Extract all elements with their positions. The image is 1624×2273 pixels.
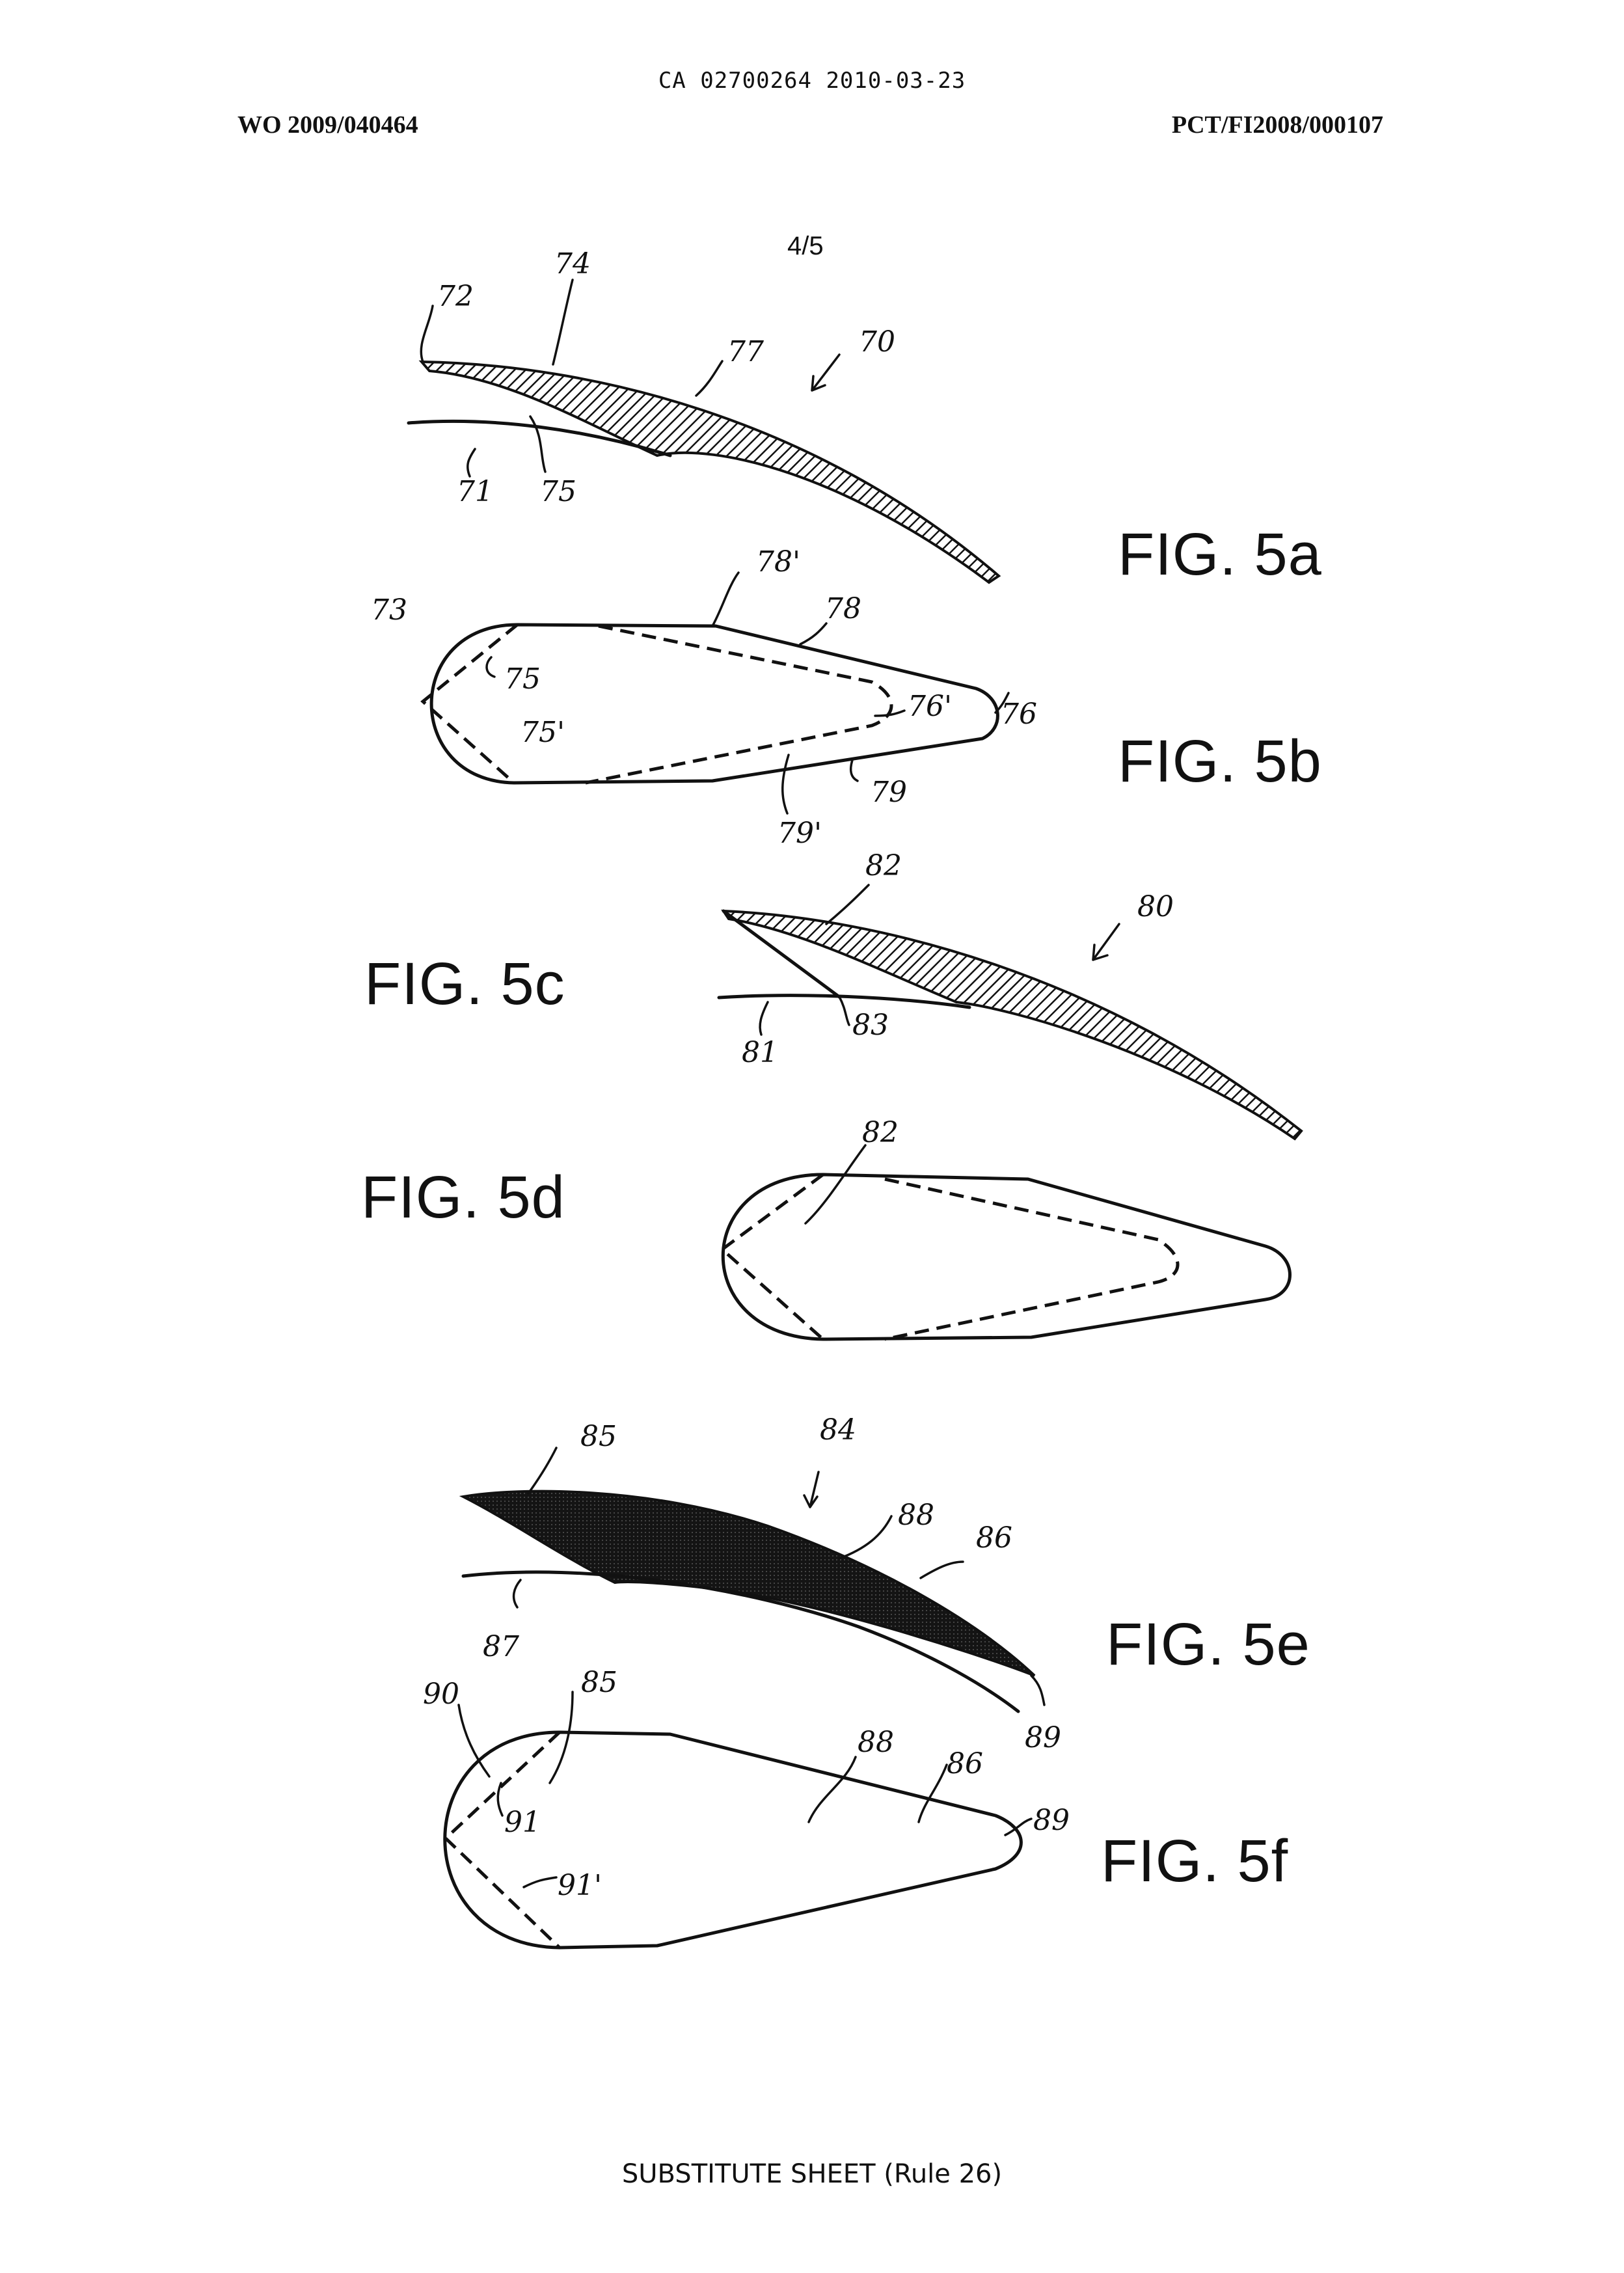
ref-70: 70 <box>859 325 895 359</box>
fig-5d-drawing: 82 <box>722 1116 1290 1339</box>
ref-79: 79 <box>871 776 907 809</box>
fig-5e-drawing: 85 84 88 86 87 89 <box>463 1413 1061 1754</box>
ref-75-a: 75 <box>540 475 576 508</box>
ref-85-b: 85 <box>581 1666 617 1699</box>
ref-72: 72 <box>437 280 474 313</box>
ref-82-a: 82 <box>865 849 902 882</box>
ref-78-prime: 78' <box>756 545 800 578</box>
fig-5f-outline <box>445 1732 1022 1948</box>
fig-5b-drawing: 73 78' 78 75 76' 76 75' 79 79' <box>371 545 1037 850</box>
ref-76-prime: 76' <box>908 690 952 723</box>
ref-79-prime: 79' <box>778 817 822 850</box>
ref-82-b: 82 <box>862 1116 899 1149</box>
ref-88-a: 88 <box>898 1499 934 1532</box>
footer-substitute-sheet: SUBSTITUTE SHEET (Rule 26) <box>0 2159 1624 2189</box>
fig-5f-drawing: 85 90 88 86 91 89 91' <box>423 1666 1070 1948</box>
fig-5c-label: FIG. 5c <box>364 950 565 1018</box>
ref-71: 71 <box>457 475 493 508</box>
ref-78: 78 <box>825 592 861 625</box>
ref-87: 87 <box>483 1630 519 1663</box>
ref-89-a: 89 <box>1025 1721 1061 1754</box>
fig-5a-drawing: 72 74 77 70 71 75 <box>409 247 999 582</box>
ref-90: 90 <box>423 1678 459 1711</box>
ref-85-a: 85 <box>580 1420 617 1453</box>
ref-91: 91 <box>504 1806 541 1839</box>
fig-5c-hatched-section <box>724 911 1301 1139</box>
ref-80: 80 <box>1137 890 1174 923</box>
fig-5a-label: FIG. 5a <box>1118 521 1322 589</box>
ref-75-prime: 75' <box>521 716 565 749</box>
ref-81: 81 <box>742 1036 778 1069</box>
fig-5d-inner-dashed <box>722 1175 1178 1339</box>
ref-86-b: 86 <box>947 1747 983 1780</box>
ref-74: 74 <box>554 247 591 280</box>
ref-89-b: 89 <box>1033 1804 1070 1837</box>
ref-75-b: 75 <box>504 662 541 696</box>
fig-5a-hatched-section <box>422 362 999 582</box>
fig-5b-inner-dashed <box>423 625 891 783</box>
ref-84: 84 <box>820 1413 856 1447</box>
ref-86-a: 86 <box>976 1521 1012 1555</box>
ref-83: 83 <box>852 1009 889 1042</box>
fig-5d-label: FIG. 5d <box>361 1164 565 1232</box>
fig-5e-label: FIG. 5e <box>1106 1611 1310 1679</box>
fig-5c-drawing: 82 80 81 83 <box>719 849 1301 1139</box>
ref-88-b: 88 <box>858 1726 894 1759</box>
fig-5f-inner-dashed <box>446 1732 560 1948</box>
ref-76: 76 <box>1001 698 1037 731</box>
fig-5f-label: FIG. 5f <box>1101 1827 1288 1896</box>
ref-77: 77 <box>727 335 764 368</box>
fig-5e-shaded-section <box>463 1491 1035 1676</box>
fig-5b-label: FIG. 5b <box>1118 728 1322 796</box>
ref-73: 73 <box>371 593 407 627</box>
ref-91-prime: 91' <box>558 1869 602 1902</box>
